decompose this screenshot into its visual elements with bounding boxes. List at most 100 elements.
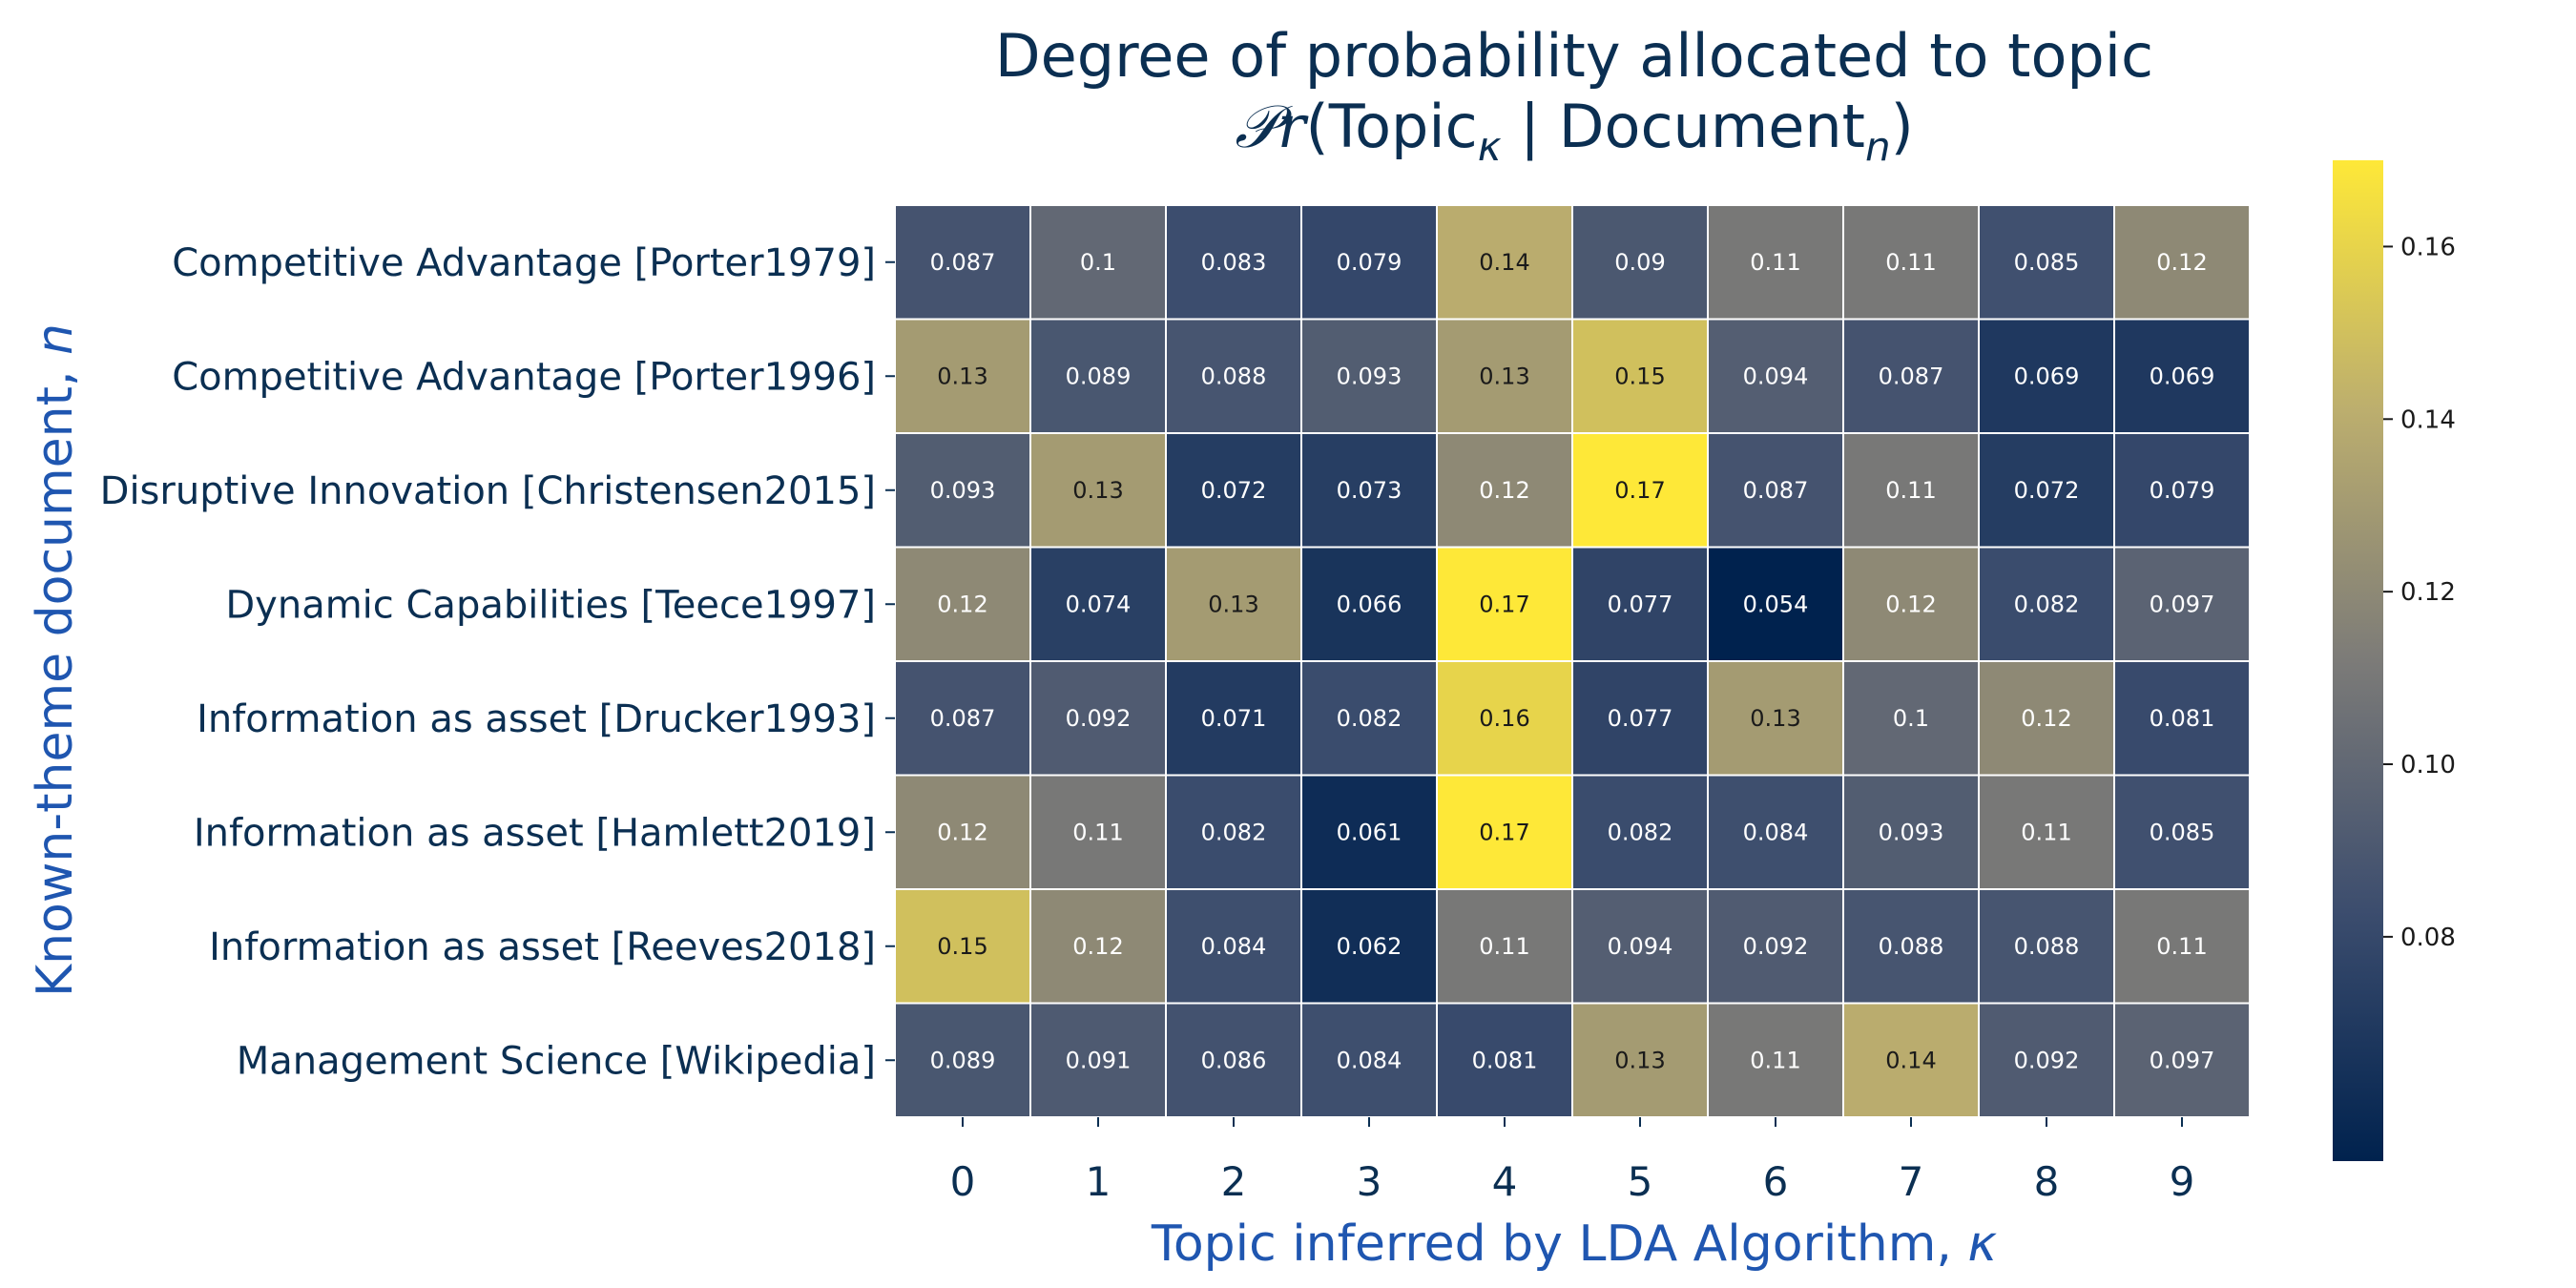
x-tick-label: 5: [1628, 1158, 1653, 1205]
heatmap-cell: [1571, 660, 1709, 777]
cell-value-label: 0.13: [1750, 705, 1800, 732]
cell-value-label: 0.097: [2150, 1047, 2215, 1073]
heatmap-cell: [1571, 546, 1709, 662]
cell-value-label: 0.15: [1614, 363, 1665, 389]
cell-value-label: 0.082: [1337, 705, 1402, 732]
cell-value-label: 0.082: [2014, 591, 2080, 617]
cell-value-label: 0.077: [1608, 705, 1673, 732]
x-tick-label: 0: [950, 1158, 976, 1205]
heatmap-cell: [1436, 774, 1573, 890]
cell-value-label: 0.085: [2150, 819, 2215, 845]
heatmap-cell: [2113, 318, 2251, 434]
x-tick-label: 3: [1357, 1158, 1382, 1205]
cell-value-label: 0.088: [1879, 933, 1944, 960]
cell-value-label: 0.072: [1201, 477, 1267, 504]
cell-value-label: 0.054: [1743, 591, 1809, 617]
heatmap-cell: [1300, 318, 1438, 434]
cell-value-label: 0.093: [1337, 363, 1402, 389]
x-tick-label: 9: [2170, 1158, 2195, 1205]
x-tick-label: 2: [1221, 1158, 1247, 1205]
cell-value-label: 0.12: [2021, 705, 2071, 732]
cell-value-label: 0.073: [1337, 477, 1402, 504]
cell-value-label: 0.14: [1479, 249, 1529, 276]
heatmap-cell: [1978, 888, 2115, 1005]
cell-value-label: 0.091: [1066, 1047, 1132, 1073]
heatmap-cell: [1165, 774, 1302, 890]
cell-value-label: 0.092: [1066, 705, 1132, 732]
formula-topic-sub: κ: [1477, 123, 1502, 170]
cell-value-label: 0.092: [1743, 933, 1809, 960]
cell-value-label: 0.074: [1066, 591, 1132, 617]
cell-value-label: 0.094: [1743, 363, 1809, 389]
heatmap-cell: [1029, 546, 1167, 662]
cell-value-label: 0.11: [1072, 819, 1123, 845]
heatmap-cell: [1165, 888, 1302, 1005]
heatmap-cell: [1571, 774, 1709, 890]
formula-topic-word: Topic: [1328, 92, 1478, 161]
cell-value-label: 0.087: [930, 249, 996, 276]
cell-value-label: 0.089: [930, 1047, 996, 1073]
heatmap-cell: [1029, 432, 1167, 549]
x-tick-label: 4: [1492, 1158, 1518, 1205]
cell-value-label: 0.084: [1337, 1047, 1402, 1073]
formula-prefix: 𝒫r: [1235, 92, 1306, 161]
heatmap-cell: [1707, 318, 1844, 434]
cell-value-label: 0.085: [2014, 249, 2080, 276]
heatmap-cell: [1436, 888, 1573, 1005]
y-tick-label: Information as asset [Reeves2018]: [209, 925, 876, 969]
cell-value-label: 0.086: [1201, 1047, 1267, 1073]
cell-value-label: 0.087: [930, 705, 996, 732]
cell-value-label: 0.081: [1472, 1047, 1538, 1073]
cell-value-label: 0.088: [2014, 933, 2080, 960]
formula-open: (: [1305, 92, 1329, 161]
heatmap-cell: [894, 432, 1031, 549]
heatmap-cell: [1707, 888, 1844, 1005]
cell-value-label: 0.061: [1337, 819, 1402, 845]
heatmap-cell: [1707, 432, 1844, 549]
cell-value-label: 0.069: [2150, 363, 2215, 389]
heatmap-cell: [1842, 1002, 1980, 1118]
y-tick-label: Competitive Advantage [Porter1979]: [172, 241, 876, 285]
y-tick-label: Dynamic Capabilities [Teece1997]: [225, 583, 876, 627]
heatmap-cell: [1436, 546, 1573, 662]
colorbar: [2333, 160, 2383, 1161]
x-tick-label: 7: [1899, 1158, 1924, 1205]
x-tick-label: 8: [2034, 1158, 2060, 1205]
heatmap-cell: [1300, 888, 1438, 1005]
heatmap-cell: [2113, 432, 2251, 549]
heatmap-cell: [2113, 204, 2251, 321]
cell-value-label: 0.093: [930, 477, 996, 504]
cell-value-label: 0.066: [1337, 591, 1402, 617]
cell-value-label: 0.084: [1201, 933, 1267, 960]
cell-value-label: 0.088: [1201, 363, 1267, 389]
cell-value-label: 0.13: [1208, 591, 1258, 617]
cell-value-label: 0.12: [1479, 477, 1529, 504]
colorbar-tick-label: 0.16: [2400, 233, 2456, 261]
cell-value-label: 0.12: [2156, 249, 2207, 276]
cell-value-label: 0.11: [2156, 933, 2207, 960]
heatmap-cell: [1436, 318, 1573, 434]
y-tick-label: Information as asset [Drucker1993]: [197, 697, 876, 741]
cell-value-label: 0.17: [1479, 591, 1529, 617]
cell-value-label: 0.12: [1072, 933, 1123, 960]
cell-value-label: 0.082: [1201, 819, 1267, 845]
heatmap-cell: [1842, 888, 1980, 1005]
cell-value-label: 0.089: [1066, 363, 1132, 389]
heatmap-cell: [1300, 432, 1438, 549]
cell-value-label: 0.11: [2021, 819, 2071, 845]
cell-value-label: 0.077: [1608, 591, 1673, 617]
heatmap-cell: [1165, 1002, 1302, 1118]
cell-value-label: 0.11: [1750, 249, 1800, 276]
colorbar-tick-label: 0.10: [2400, 751, 2456, 779]
heatmap-cell: [1571, 432, 1709, 549]
y-axis-label: Known-theme document, n: [27, 323, 84, 997]
y-tick-label: Information as asset [Hamlett2019]: [194, 811, 876, 855]
heatmap-cell: [2113, 774, 2251, 890]
cell-value-label: 0.1: [1893, 705, 1929, 732]
cell-value-label: 0.11: [1885, 249, 1936, 276]
formula-doc-sub: n: [1864, 123, 1891, 170]
heatmap-cell: [1165, 318, 1302, 434]
heatmap-cell: [1978, 546, 2115, 662]
heatmap-cell: [1842, 660, 1980, 777]
